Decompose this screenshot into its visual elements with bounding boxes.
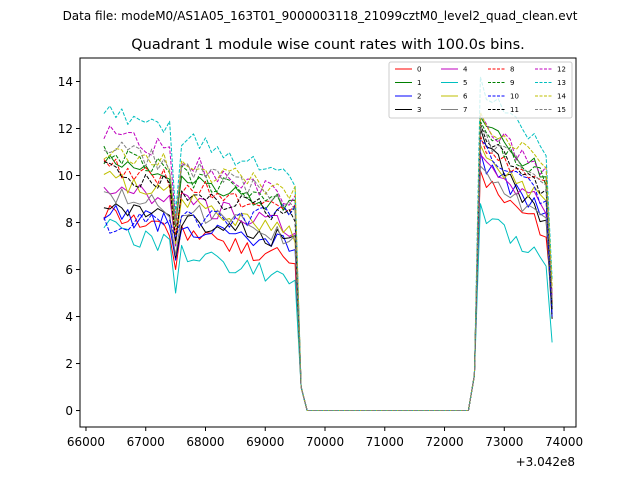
legend-label-5: 5 (463, 79, 467, 87)
legend-label-0: 0 (417, 66, 421, 74)
x-tick-label: 69000 (246, 435, 284, 449)
legend-label-10: 10 (510, 93, 519, 101)
legend-frame (388, 61, 573, 119)
x-tick-label: 67000 (127, 435, 165, 449)
legend-label-15: 15 (557, 106, 566, 114)
legend-label-12: 12 (557, 66, 566, 74)
series-line-12 (103, 113, 553, 411)
y-tick-label: 0 (65, 404, 73, 418)
chart-suptitle: Data file: modeM0/AS1A05_163T01_90000031… (63, 9, 578, 23)
x-tick-label: 68000 (186, 435, 224, 449)
x-tick-label: 74000 (545, 435, 583, 449)
x-tick-label: 66000 (67, 435, 105, 449)
x-tick-label: 72000 (425, 435, 463, 449)
x-tick-label: 71000 (366, 435, 404, 449)
series-line-8 (103, 135, 553, 411)
y-axis: 0 2 4 6 8 10 12 14 (58, 75, 80, 418)
x-tick-label: 73000 (485, 435, 523, 449)
legend-label-7: 7 (463, 106, 467, 114)
y-tick-label: 2 (65, 357, 73, 371)
legend-label-2: 2 (417, 93, 421, 101)
y-tick-label: 8 (65, 216, 73, 230)
legend-label-14: 14 (557, 93, 566, 101)
y-tick-label: 4 (65, 310, 73, 324)
legend-label-11: 11 (510, 106, 519, 114)
x-offset-label: +3.042e8 (516, 455, 575, 469)
series-line-1 (103, 116, 553, 411)
legend-label-4: 4 (463, 66, 468, 74)
axes-frame (79, 57, 577, 428)
legend-label-1: 1 (417, 79, 421, 87)
y-tick-label: 12 (58, 122, 73, 136)
chart-title: Quadrant 1 module wise count rates with … (131, 37, 525, 53)
series-line-14 (103, 111, 553, 411)
legend-label-6: 6 (463, 93, 468, 101)
x-tick-label: 70000 (306, 435, 344, 449)
series-line-9 (103, 121, 553, 411)
y-tick-label: 6 (65, 263, 73, 277)
series-line-13 (103, 76, 553, 411)
y-tick-label: 14 (58, 75, 73, 89)
series-line-15 (103, 125, 553, 411)
x-axis: 66000 67000 68000 69000 70000 71000 72000 73000… (67, 427, 583, 449)
y-tick-label: 10 (58, 169, 73, 183)
legend-label-9: 9 (510, 79, 514, 87)
legend-label-8: 8 (510, 66, 514, 74)
legend-label-3: 3 (417, 106, 421, 114)
legend-label-13: 13 (557, 79, 566, 87)
series-layer (103, 76, 553, 411)
